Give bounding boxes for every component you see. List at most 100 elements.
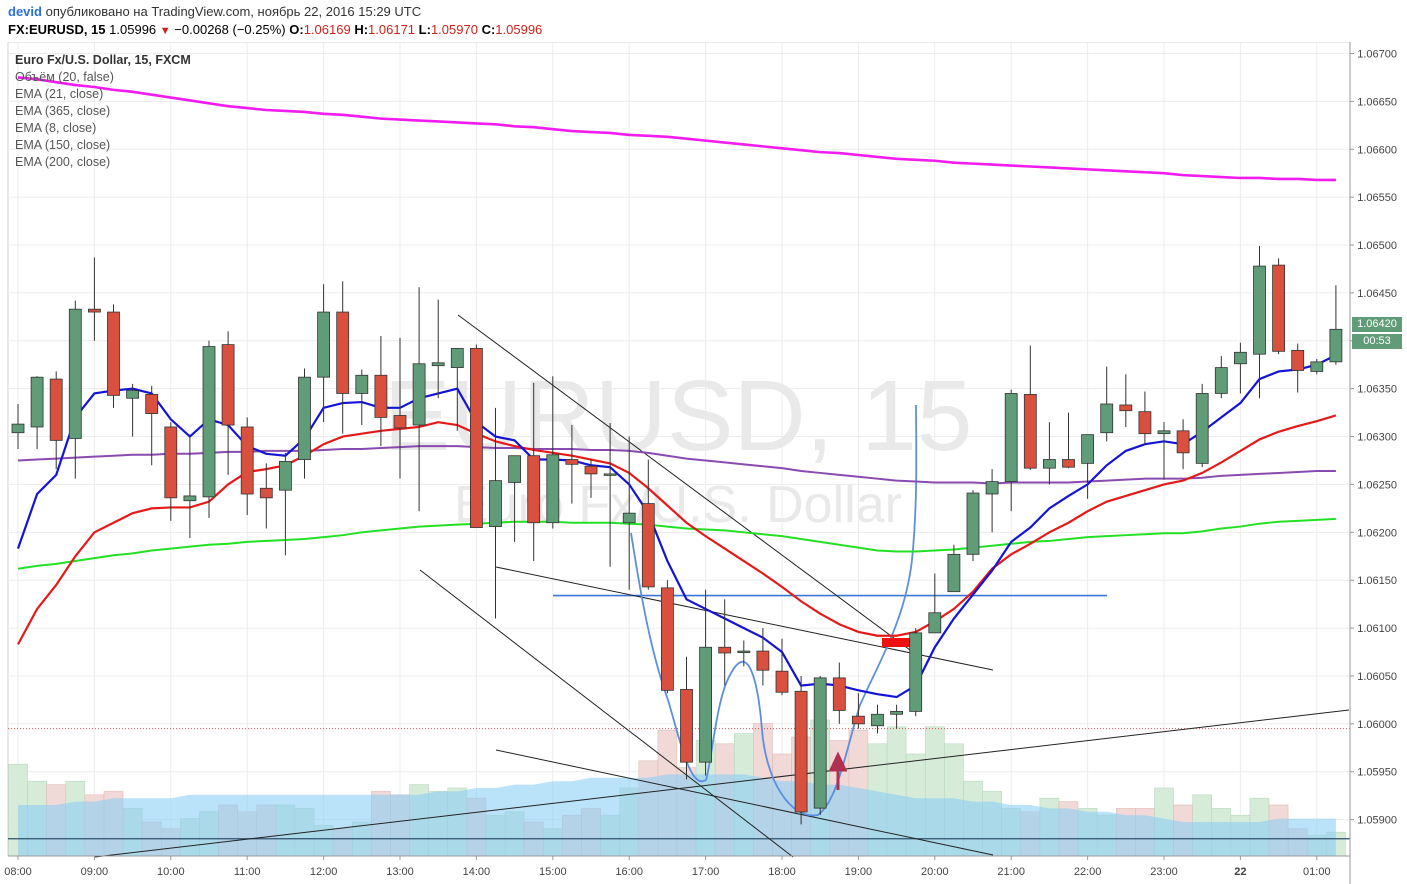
x-tick-label: 11:00 <box>234 866 261 878</box>
candle-body <box>1081 434 1094 464</box>
trendline-1 <box>457 314 911 651</box>
candle-body <box>164 426 178 499</box>
candle <box>164 422 178 521</box>
candle <box>1081 434 1094 499</box>
candle-body <box>1253 265 1266 355</box>
open-label: O: <box>289 22 304 37</box>
symbol-label: FX:EURUSD, 15 <box>8 22 106 37</box>
legend-item-volume[interactable]: Объём (20, false) <box>15 70 114 84</box>
candle <box>527 382 541 562</box>
candle-body <box>909 632 923 712</box>
candle <box>756 628 770 686</box>
candle-body <box>221 344 235 426</box>
x-tick-label: 18:00 <box>768 866 796 878</box>
legend-item-ema150[interactable]: EMA (150, close) <box>15 138 111 152</box>
ema-lines <box>16 76 1337 699</box>
candle <box>49 371 63 470</box>
candle-body <box>832 677 846 711</box>
y-tick-label: 1.06050 <box>1357 671 1397 683</box>
legend-item-ema365[interactable]: EMA (365, close) <box>15 104 111 118</box>
candle <box>393 337 407 479</box>
candle-body <box>603 473 617 476</box>
candle-body <box>1062 459 1075 468</box>
candle-body <box>1023 394 1037 469</box>
ema21-line <box>17 414 1337 645</box>
candle <box>661 580 674 694</box>
x-tick-label: 01:00 <box>1303 866 1331 878</box>
candle <box>565 425 579 504</box>
legend-item-ema21[interactable]: EMA (21, close) <box>15 87 104 101</box>
x-tick-label: 20:00 <box>921 866 949 878</box>
candle-body <box>355 374 369 394</box>
candle-body <box>890 710 903 715</box>
trendline-4 <box>495 749 994 856</box>
candle-body <box>126 390 139 399</box>
x-tick-label: 22 <box>1234 866 1246 878</box>
price-axis[interactable]: 1.06700 1.06650 1.06600 1.06550 1.06500 1.064… <box>1349 42 1397 884</box>
candle-body <box>565 459 579 465</box>
candle <box>107 304 120 408</box>
author-link[interactable]: devid <box>8 4 42 19</box>
candle <box>68 300 82 479</box>
candle <box>909 628 923 717</box>
candle <box>1004 389 1018 512</box>
candle <box>584 459 598 498</box>
ema150-line <box>17 517 1336 570</box>
candle <box>1157 422 1171 480</box>
candle <box>699 589 712 776</box>
candle <box>947 544 961 593</box>
price-chart[interactable]: EURUSD, 15 Euro Fx/U.S. Dollar 1.067001.… <box>0 42 1407 884</box>
ohlc-line: FX:EURUSD, 15 1.05996 ▼ −0.00268 (−0.25%… <box>8 22 542 37</box>
x-tick-label: 13:00 <box>386 866 414 878</box>
candle-body <box>661 587 674 691</box>
candle <box>1329 285 1343 365</box>
legend-item-ema200[interactable]: EMA (200, close) <box>15 155 111 169</box>
candle-body <box>1119 404 1133 412</box>
candle-body <box>641 503 655 588</box>
candle-body <box>699 646 712 763</box>
grid <box>7 42 1351 857</box>
y-tick-label: 1.06600 <box>1357 144 1397 156</box>
high-value: 1.06171 <box>368 22 416 37</box>
candle-body <box>737 650 751 653</box>
legend-item-ema8[interactable]: EMA (8, close) <box>15 121 97 135</box>
candle-body <box>794 690 808 813</box>
y-tick-label: 1.06000 <box>1357 719 1397 731</box>
candle <box>240 417 254 516</box>
candle-body <box>1214 367 1228 394</box>
candle-body <box>1195 393 1209 464</box>
candle <box>1043 422 1056 485</box>
candle-body <box>1100 403 1114 434</box>
candle <box>1310 358 1324 375</box>
candle <box>1062 412 1075 469</box>
trendline-3 <box>419 569 794 858</box>
high-label: H: <box>354 22 369 37</box>
candle-body <box>584 465 598 475</box>
legend: Euro Fx/U.S. Dollar, 15, FXCM Объём (20,… <box>15 52 191 171</box>
candle-body <box>489 480 502 527</box>
candle <box>145 385 159 466</box>
x-tick-label: 12:00 <box>310 866 338 878</box>
current-price-tag: 1.06420 <box>1352 317 1402 332</box>
candle <box>871 704 884 734</box>
candle-body <box>1234 351 1247 365</box>
candle <box>431 299 445 399</box>
publish-info: опубликовано на TradingView.com, ноябрь … <box>45 4 422 19</box>
candle-body <box>1272 264 1285 352</box>
close-label: C: <box>481 22 496 37</box>
candle-body <box>871 713 884 727</box>
candle-body <box>1291 349 1305 371</box>
candle-body <box>11 423 25 434</box>
candle-body <box>469 348 483 528</box>
candle <box>508 455 522 542</box>
candle <box>1195 383 1209 468</box>
candle <box>928 573 942 634</box>
candle-body <box>1138 411 1152 435</box>
candle <box>794 675 808 825</box>
candle <box>737 640 751 667</box>
candle <box>1138 391 1152 446</box>
candle <box>852 693 865 729</box>
down-triangle-icon: ▼ <box>159 25 171 37</box>
y-tick-label: 1.05950 <box>1357 767 1397 779</box>
time-axis[interactable]: 08:00 09:00 10:00 11:00 12:00 13:00 14:00 15:00… <box>4 855 1350 878</box>
